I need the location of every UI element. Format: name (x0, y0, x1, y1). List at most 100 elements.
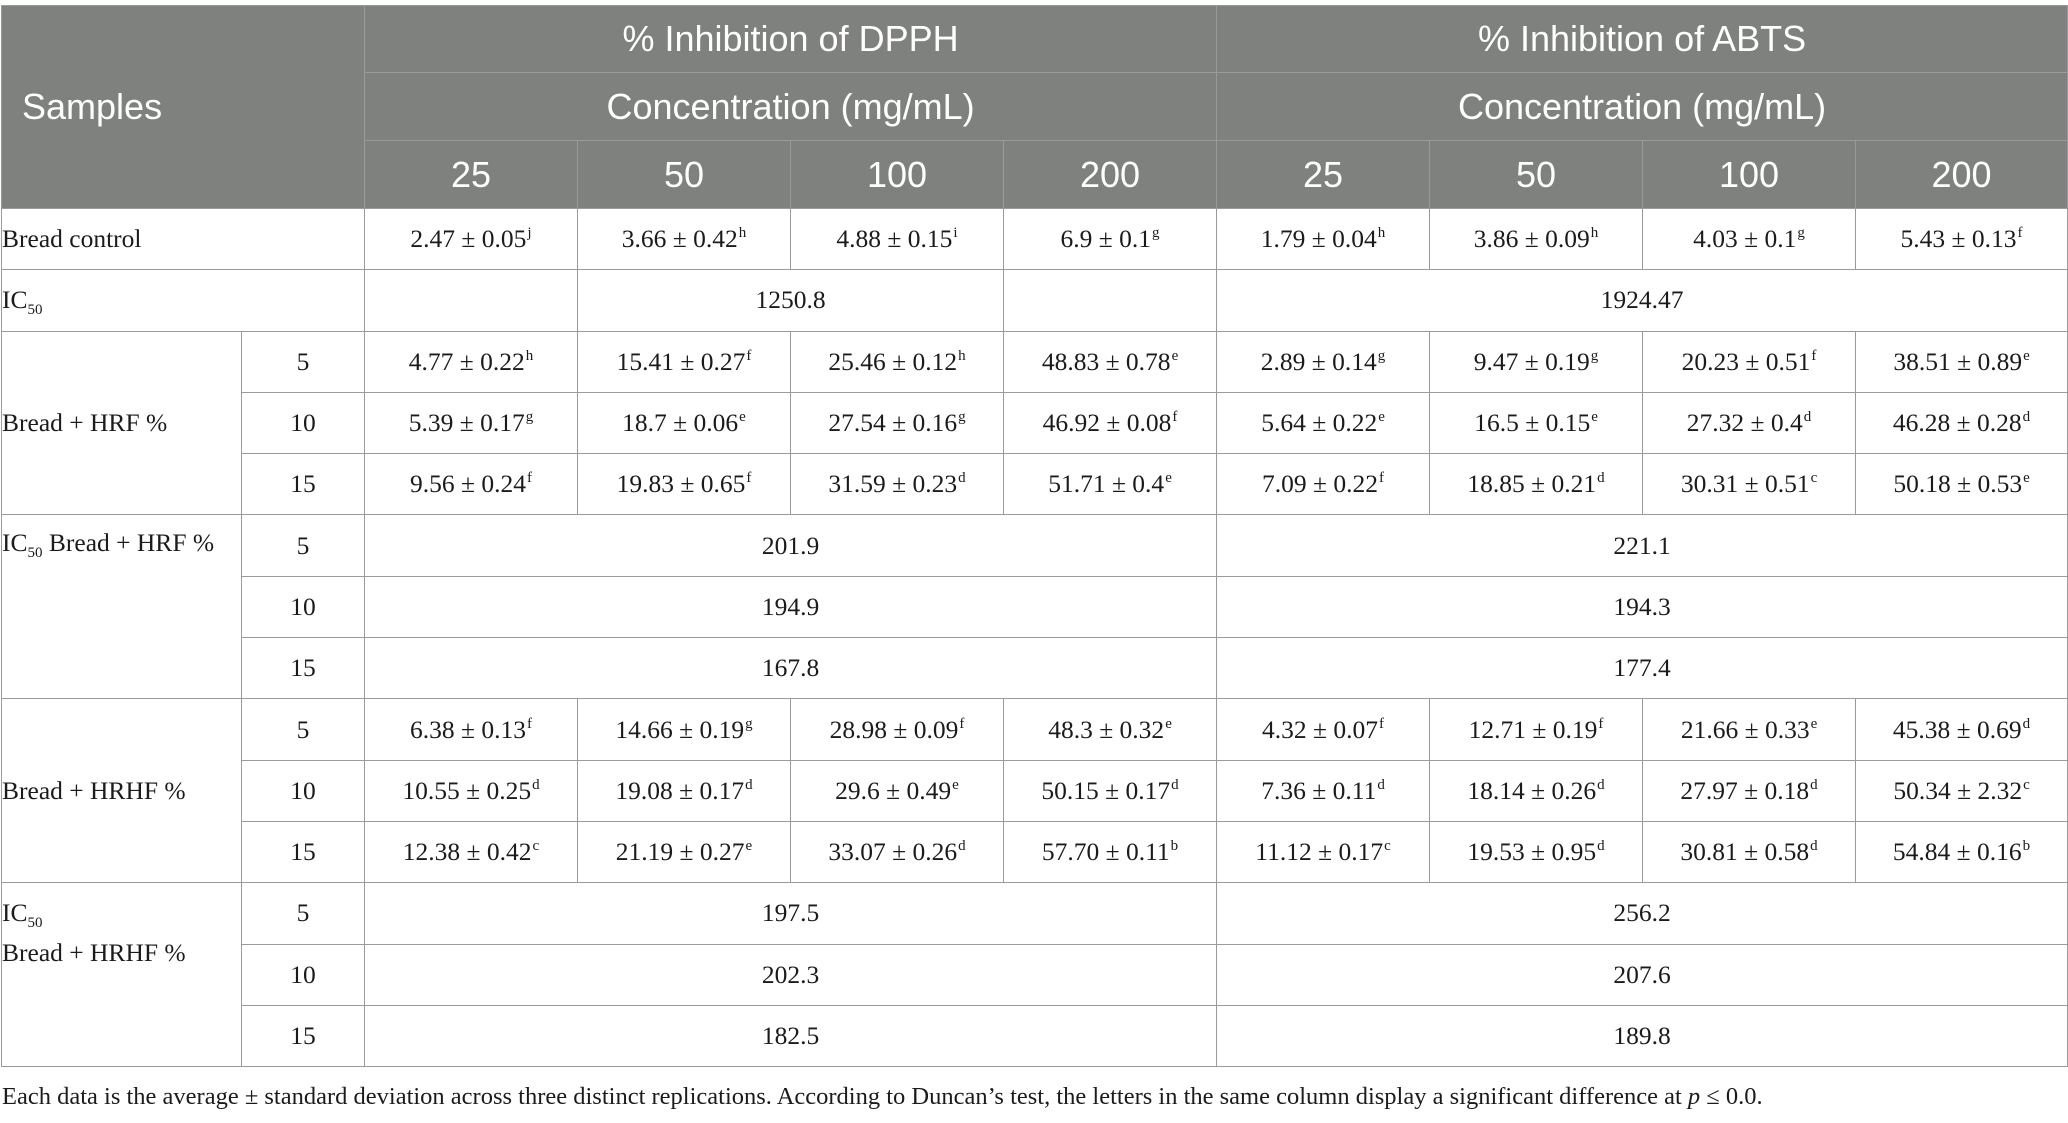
row-label: IC50 Bread + HRF % (1, 514, 242, 700)
level-cell: 5 (241, 514, 365, 577)
level-cell: 15 (241, 1004, 365, 1068)
table-row: 15 182.5 189.8 (2, 1004, 2068, 1068)
value-cell: 4.77 ± 0.22h (364, 330, 578, 393)
header-conc-cell: 25 (1216, 140, 1431, 209)
value-cell: 20.23 ± 0.51f (1642, 330, 1857, 393)
value-cell: 48.3 ± 0.32e (1002, 698, 1218, 761)
header-abts-concentration: Concentration (mg/mL) (1216, 72, 2068, 141)
level-cell: 15 (241, 453, 365, 516)
value-cell: 46.92 ± 0.08f (1002, 391, 1218, 455)
level-cell: 15 (241, 637, 365, 700)
ic50-dpph-cell: 202.3 (363, 943, 1218, 1006)
value-cell: 3.86 ± 0.09h (1429, 207, 1644, 271)
value-cell: 57.70 ± 0.11b (1002, 820, 1218, 884)
value-cell: 50.18 ± 0.53e (1855, 453, 2068, 516)
value-cell: 12.71 ± 0.19f (1429, 698, 1644, 761)
ic50-dpph-cell: 201.9 (363, 514, 1218, 577)
table-container: Samples % Inhibition of DPPH % Inhibitio… (1, 5, 2068, 1068)
table-row: 10 10.55 ± 0.25d 19.08 ± 0.17d 29.6 ± 0.… (2, 759, 2068, 822)
value-cell: 54.84 ± 0.16b (1855, 820, 2068, 884)
value-cell: 46.28 ± 0.28d (1855, 391, 2068, 455)
ic50-dpph-cell: 1250.8 (577, 269, 1004, 332)
ic50-dpph-cell: 167.8 (363, 637, 1218, 700)
value-cell: 6.9 ± 0.1g (1002, 207, 1218, 271)
level-cell: 10 (241, 391, 365, 455)
value-cell: 15.41 ± 0.27f (577, 330, 791, 393)
header-dpph-concentration: Concentration (mg/mL) (363, 72, 1218, 141)
value-cell: 27.32 ± 0.4d (1642, 391, 1857, 455)
header-conc-cell: 100 (1642, 140, 1857, 209)
value-cell: 29.6 ± 0.49e (790, 759, 1004, 822)
table-row: 10 202.3 207.6 (2, 943, 2068, 1006)
value-cell: 7.09 ± 0.22f (1216, 453, 1431, 516)
table-row: 15 167.8 177.4 (2, 637, 2068, 700)
value-cell: 9.47 ± 0.19g (1429, 330, 1644, 393)
level-cell: 5 (241, 330, 365, 393)
value-cell: 18.85 ± 0.21d (1429, 453, 1644, 516)
value-cell: 10.55 ± 0.25d (364, 759, 578, 822)
ic50-abts-cell: 256.2 (1216, 882, 2068, 945)
value-cell: 4.32 ± 0.07f (1216, 698, 1431, 761)
value-cell: 5.64 ± 0.22e (1216, 391, 1431, 455)
value-cell: 33.07 ± 0.26d (790, 820, 1004, 884)
value-cell: 28.98 ± 0.09f (790, 698, 1004, 761)
level-cell: 10 (241, 943, 365, 1006)
value-cell: 31.59 ± 0.23d (790, 453, 1004, 516)
empty-cell (364, 269, 578, 332)
value-cell: 6.38 ± 0.13f (364, 698, 578, 761)
value-cell: 12.38 ± 0.42c (364, 820, 578, 884)
value-cell: 9.56 ± 0.24f (364, 453, 578, 516)
table-row: IC50 Bread + HRHF % 5 197.5 256.2 (1, 882, 2068, 1068)
table-row-ic50-control: IC50 1250.8 1924.47 (1, 269, 2068, 332)
ic50-abts-cell: 177.4 (1216, 637, 2068, 700)
value-cell: 19.53 ± 0.95d (1429, 820, 1644, 884)
header-conc-cell: 50 (577, 140, 791, 209)
table-row: 15 12.38 ± 0.42c 21.19 ± 0.27e 33.07 ± 0… (2, 820, 2068, 884)
ic50-abts-cell: 221.1 (1216, 514, 2068, 577)
row-label: Bread + HRHF % (1, 698, 242, 884)
value-cell: 48.83 ± 0.78e (1002, 330, 1218, 393)
value-cell: 18.14 ± 0.26d (1429, 759, 1644, 822)
row-label: Bread control (1, 207, 365, 271)
value-cell: 1.79 ± 0.04h (1216, 207, 1431, 271)
value-cell: 50.34 ± 2.32c (1855, 759, 2068, 822)
value-cell: 50.15 ± 0.17d (1002, 759, 1218, 822)
level-cell: 15 (241, 820, 365, 884)
row-label: Bread + HRF % (1, 330, 242, 516)
row-label: IC50 Bread + HRHF % (1, 882, 242, 1068)
ic50-dpph-cell: 182.5 (363, 1004, 1218, 1068)
table-row: 10 194.9 194.3 (2, 575, 2068, 639)
value-cell: 5.43 ± 0.13f (1855, 207, 2068, 271)
value-cell: 11.12 ± 0.17c (1216, 820, 1431, 884)
antioxidant-table: Samples % Inhibition of DPPH % Inhibitio… (1, 5, 2068, 1068)
value-cell: 4.03 ± 0.1g (1642, 207, 1857, 271)
ic50-dpph-cell: 197.5 (363, 882, 1218, 945)
value-cell: 30.31 ± 0.51c (1642, 453, 1857, 516)
row-label: IC50 (1, 269, 365, 332)
value-cell: 14.66 ± 0.19g (577, 698, 791, 761)
level-cell: 5 (241, 882, 365, 945)
level-cell: 10 (241, 575, 365, 639)
value-cell: 21.19 ± 0.27e (577, 820, 791, 884)
value-cell: 51.71 ± 0.4e (1002, 453, 1218, 516)
level-cell: 5 (241, 698, 365, 761)
ic50-abts-cell: 194.3 (1216, 575, 2068, 639)
value-cell: 7.36 ± 0.11d (1216, 759, 1431, 822)
value-cell: 38.51 ± 0.89e (1855, 330, 2068, 393)
header-conc-cell: 200 (1002, 140, 1218, 209)
table-row: 10 5.39 ± 0.17g 18.7 ± 0.06e 27.54 ± 0.1… (2, 391, 2068, 455)
value-cell: 19.83 ± 0.65f (577, 453, 791, 516)
value-cell: 2.89 ± 0.14g (1216, 330, 1431, 393)
table-row: Bread + HRHF % 5 6.38 ± 0.13f 14.66 ± 0.… (1, 698, 2068, 884)
table-row: Bread + HRF % 5 4.77 ± 0.22h 15.41 ± 0.2… (1, 330, 2068, 516)
header-dpph: % Inhibition of DPPH (363, 5, 1218, 73)
table-row-bread-control: Bread control 2.47 ± 0.05j 3.66 ± 0.42h … (1, 207, 2068, 271)
ic50-abts-cell: 189.8 (1216, 1004, 2068, 1068)
header-samples: Samples (1, 5, 365, 209)
header-conc-cell: 100 (790, 140, 1004, 209)
empty-cell (1002, 269, 1218, 332)
value-cell: 5.39 ± 0.17g (364, 391, 578, 455)
ic50-dpph-cell: 194.9 (363, 575, 1218, 639)
ic50-abts-cell: 207.6 (1216, 943, 2068, 1006)
table-row: IC50 Bread + HRF % 5 201.9 221.1 (1, 514, 2068, 700)
